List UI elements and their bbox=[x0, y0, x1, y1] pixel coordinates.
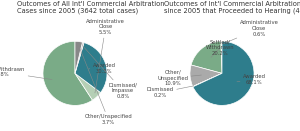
Wedge shape bbox=[75, 73, 100, 100]
Text: Dismissed/
Impasse
0.8%: Dismissed/ Impasse 0.8% bbox=[83, 47, 137, 99]
Wedge shape bbox=[221, 41, 222, 73]
Text: Settled/Withdrawn
58.8%: Settled/Withdrawn 58.8% bbox=[0, 66, 52, 80]
Text: Settled/
Withdrawn
20.2%: Settled/ Withdrawn 20.2% bbox=[206, 39, 235, 57]
Text: Outcomes of All Int'l Commercial Arbitration
Cases since 2005 (3642 total cases): Outcomes of All Int'l Commercial Arbitra… bbox=[17, 1, 165, 14]
Text: Other/
Unspecified
10.9%: Other/ Unspecified 10.9% bbox=[158, 70, 202, 86]
Text: Administrative
Close
5.5%: Administrative Close 5.5% bbox=[86, 19, 125, 93]
Wedge shape bbox=[190, 65, 222, 86]
Wedge shape bbox=[75, 42, 84, 73]
Wedge shape bbox=[75, 43, 107, 93]
Text: Administrative
Close
0.6%: Administrative Close 0.6% bbox=[223, 20, 278, 44]
Wedge shape bbox=[191, 41, 222, 73]
Wedge shape bbox=[43, 41, 92, 105]
Text: Awarded
68.1%: Awarded 68.1% bbox=[237, 74, 266, 85]
Text: Dismissed
0.2%: Dismissed 0.2% bbox=[147, 86, 194, 98]
Text: Awarded
30.5%: Awarded 30.5% bbox=[89, 63, 116, 74]
Wedge shape bbox=[193, 73, 222, 87]
Text: Other/Unspecified
3.7%: Other/Unspecified 3.7% bbox=[79, 46, 132, 125]
Text: Outcomes of Int'l Commercial Arbitration Cases
since 2005 that Proceeded to Hear: Outcomes of Int'l Commercial Arbitration… bbox=[164, 1, 300, 14]
Wedge shape bbox=[193, 41, 254, 105]
Wedge shape bbox=[75, 41, 82, 73]
